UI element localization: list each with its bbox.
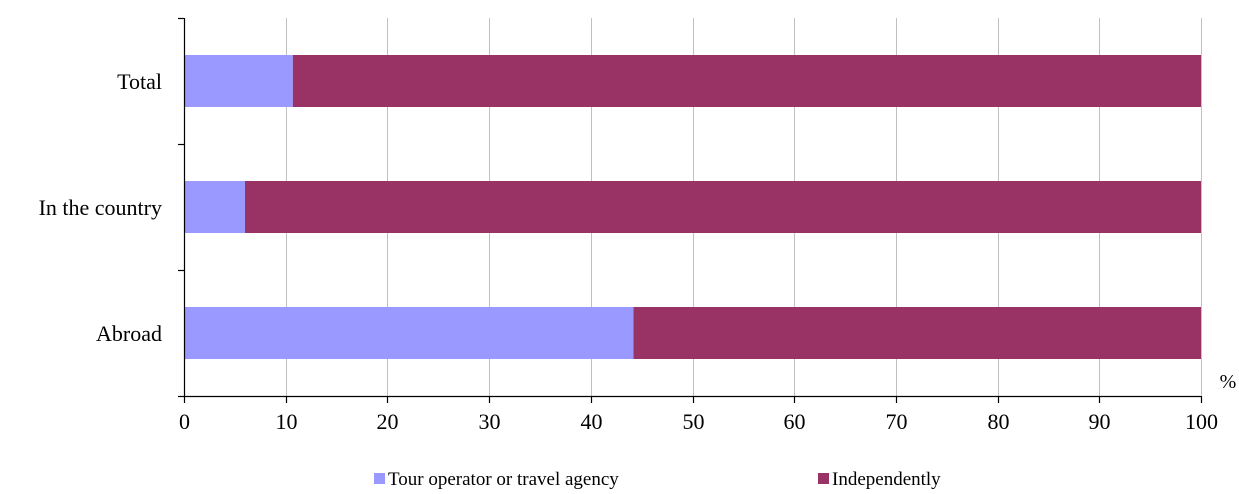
x-tick-label: 50 (683, 409, 705, 434)
x-tick-label: 80 (988, 409, 1010, 434)
legend: Tour operator or travel agency Independen… (374, 469, 941, 490)
x-tick-label: 100 (1185, 409, 1218, 434)
legend-label: Independently (832, 469, 941, 490)
bars (184, 55, 1202, 359)
bar-segment-independent (292, 55, 1202, 107)
category-label: Total (117, 69, 162, 94)
x-tick-label: 10 (276, 409, 298, 434)
x-tick-label: 60 (784, 409, 806, 434)
x-tick-label: 70 (886, 409, 908, 434)
legend-label: Tour operator or travel agency (388, 469, 619, 490)
x-tick-label: 90 (1089, 409, 1111, 434)
legend-swatch (374, 473, 385, 484)
x-tick-label: 20 (377, 409, 399, 434)
x-tick-label: 40 (581, 409, 603, 434)
category-label: In the country (39, 195, 162, 220)
bar-segment-agency (184, 55, 293, 107)
x-tick-label: 0 (179, 409, 190, 434)
bar-segment-independent (245, 181, 1201, 233)
axis-labels: Total In the country Abroad 0 10 20 30 40 50 60 70… (39, 69, 1237, 434)
bar-segment-agency (184, 307, 634, 359)
x-unit-label: % (1220, 371, 1237, 393)
bar-segment-agency (184, 181, 246, 233)
category-label: Abroad (96, 321, 162, 346)
axes (178, 17, 1203, 403)
bar-segment-independent (633, 307, 1201, 359)
legend-swatch (818, 473, 829, 484)
x-tick-label: 30 (479, 409, 501, 434)
